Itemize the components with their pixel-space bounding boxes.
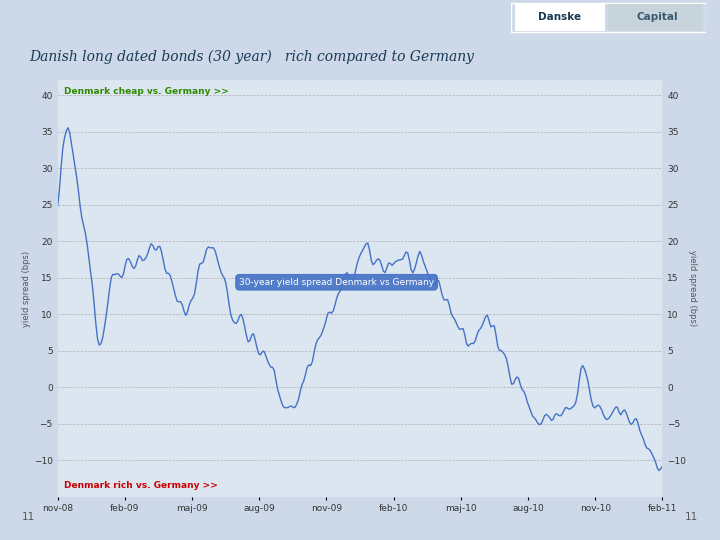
Text: Danske: Danske (539, 12, 581, 23)
Y-axis label: yield spread (bps): yield spread (bps) (688, 251, 698, 327)
Text: Danish long dated bonds (30 year)   rich compared to Germany: Danish long dated bonds (30 year) rich c… (29, 50, 474, 64)
FancyBboxPatch shape (515, 4, 605, 31)
FancyBboxPatch shape (608, 4, 702, 31)
Text: 30-year yield spread Denmark vs Germany: 30-year yield spread Denmark vs Germany (239, 278, 434, 287)
Text: 11: 11 (685, 512, 698, 522)
Text: 11: 11 (22, 512, 35, 522)
Text: Denmark cheap vs. Germany >>: Denmark cheap vs. Germany >> (63, 86, 228, 96)
Text: Denmark rich vs. Germany >>: Denmark rich vs. Germany >> (63, 481, 217, 490)
Y-axis label: yield spread (bps): yield spread (bps) (22, 251, 31, 327)
Text: Capital: Capital (636, 12, 678, 23)
